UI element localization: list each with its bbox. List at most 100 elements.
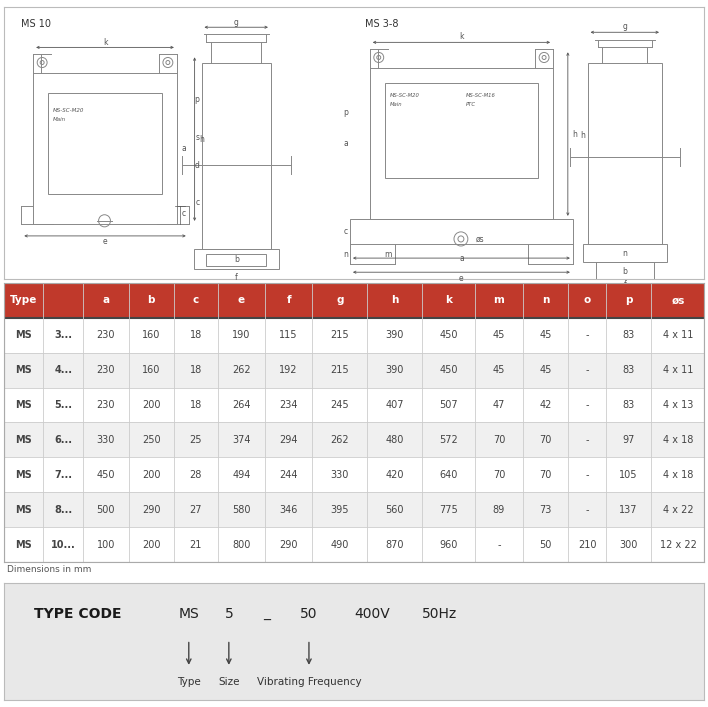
Text: g: g	[622, 22, 627, 30]
Text: 160: 160	[142, 330, 161, 340]
Text: 870: 870	[385, 539, 404, 549]
Text: 28: 28	[190, 469, 202, 480]
Text: m: m	[384, 250, 392, 259]
Text: 4 x 18: 4 x 18	[663, 435, 693, 445]
Bar	[48, 93, 162, 194]
Text: MS-SC-M20: MS-SC-M20	[53, 108, 84, 113]
Text: b: b	[622, 267, 627, 276]
Text: h: h	[580, 131, 585, 139]
Text: 45: 45	[539, 330, 552, 340]
Text: 960: 960	[440, 539, 458, 549]
Text: Type: Type	[10, 296, 37, 305]
Text: 494: 494	[232, 469, 251, 480]
Text: 10...: 10...	[51, 539, 76, 549]
Text: 3...: 3...	[55, 330, 72, 340]
Text: 50: 50	[539, 539, 552, 549]
Text: 572: 572	[440, 435, 458, 445]
Text: 640: 640	[440, 469, 458, 480]
Text: 18: 18	[190, 400, 202, 410]
Text: 245: 245	[331, 400, 349, 410]
Text: Type: Type	[177, 677, 200, 686]
Text: Vibrating Frequency: Vibrating Frequency	[256, 677, 361, 686]
Bar	[583, 244, 667, 262]
Text: 420: 420	[385, 469, 404, 480]
Text: 800: 800	[232, 539, 251, 549]
Text: a: a	[102, 296, 110, 305]
Text: -: -	[586, 435, 589, 445]
Text: MS 10: MS 10	[21, 19, 52, 29]
Text: Main: Main	[53, 117, 66, 122]
Text: g: g	[234, 18, 239, 27]
Text: 346: 346	[280, 505, 298, 515]
Text: 105: 105	[620, 469, 638, 480]
Text: 45: 45	[493, 365, 505, 375]
Text: 27: 27	[190, 505, 202, 515]
Text: s: s	[195, 133, 200, 141]
Text: c: c	[182, 209, 186, 218]
Text: 73: 73	[539, 505, 552, 515]
Text: k: k	[459, 32, 464, 41]
Text: 190: 190	[232, 330, 251, 340]
Text: -: -	[586, 469, 589, 480]
Text: 390: 390	[386, 330, 404, 340]
Text: MS 3-8: MS 3-8	[365, 19, 399, 29]
Text: f: f	[623, 280, 626, 288]
Text: a: a	[343, 139, 348, 148]
Text: -: -	[586, 400, 589, 410]
Text: 115: 115	[280, 330, 298, 340]
Text: 83: 83	[622, 365, 635, 375]
Text: 100: 100	[97, 539, 115, 549]
Text: 395: 395	[331, 505, 349, 515]
Text: 490: 490	[331, 539, 349, 549]
Text: 262: 262	[331, 435, 349, 445]
Text: 70: 70	[493, 435, 505, 445]
Text: 374: 374	[232, 435, 251, 445]
Text: 18: 18	[190, 365, 202, 375]
Text: 262: 262	[232, 365, 251, 375]
Text: øs: øs	[671, 296, 685, 305]
Text: 160: 160	[142, 365, 161, 375]
Text: 450: 450	[440, 365, 458, 375]
Text: 70: 70	[493, 469, 505, 480]
Text: -: -	[586, 330, 589, 340]
Text: n: n	[622, 249, 627, 257]
Bar	[202, 62, 271, 249]
Text: 294: 294	[280, 435, 298, 445]
Text: -: -	[586, 505, 589, 515]
Text: 4 x 22: 4 x 22	[663, 505, 693, 515]
Text: 400V: 400V	[354, 607, 390, 621]
Bar	[33, 73, 177, 224]
Text: 200: 200	[142, 539, 161, 549]
Text: c: c	[193, 296, 199, 305]
Text: MS: MS	[15, 539, 32, 549]
Text: 300: 300	[620, 539, 638, 549]
Text: 200: 200	[142, 469, 161, 480]
Text: 244: 244	[280, 469, 298, 480]
Text: MS: MS	[178, 607, 199, 621]
Text: 580: 580	[232, 505, 251, 515]
Text: 4...: 4...	[55, 365, 72, 375]
Text: -: -	[497, 539, 501, 549]
Text: e: e	[459, 274, 464, 283]
Text: k: k	[445, 296, 452, 305]
Text: 4 x 18: 4 x 18	[663, 469, 693, 480]
Text: c: c	[344, 227, 348, 236]
Text: h: h	[199, 134, 204, 144]
Text: øs: øs	[476, 235, 484, 243]
Bar	[350, 218, 573, 244]
Text: 230: 230	[96, 400, 115, 410]
Text: MS-SC-M20: MS-SC-M20	[389, 93, 420, 98]
Text: 5...: 5...	[55, 400, 72, 410]
Text: MS: MS	[15, 435, 32, 445]
Text: 45: 45	[539, 365, 552, 375]
Text: 210: 210	[578, 539, 596, 549]
Text: 450: 450	[96, 469, 115, 480]
Text: 70: 70	[539, 435, 552, 445]
Text: k: k	[103, 38, 108, 47]
Text: MS: MS	[15, 505, 32, 515]
Text: 4 x 11: 4 x 11	[663, 365, 693, 375]
Text: Size: Size	[218, 677, 239, 686]
Text: b: b	[234, 255, 239, 264]
Text: 97: 97	[622, 435, 635, 445]
Text: 5: 5	[224, 607, 233, 621]
